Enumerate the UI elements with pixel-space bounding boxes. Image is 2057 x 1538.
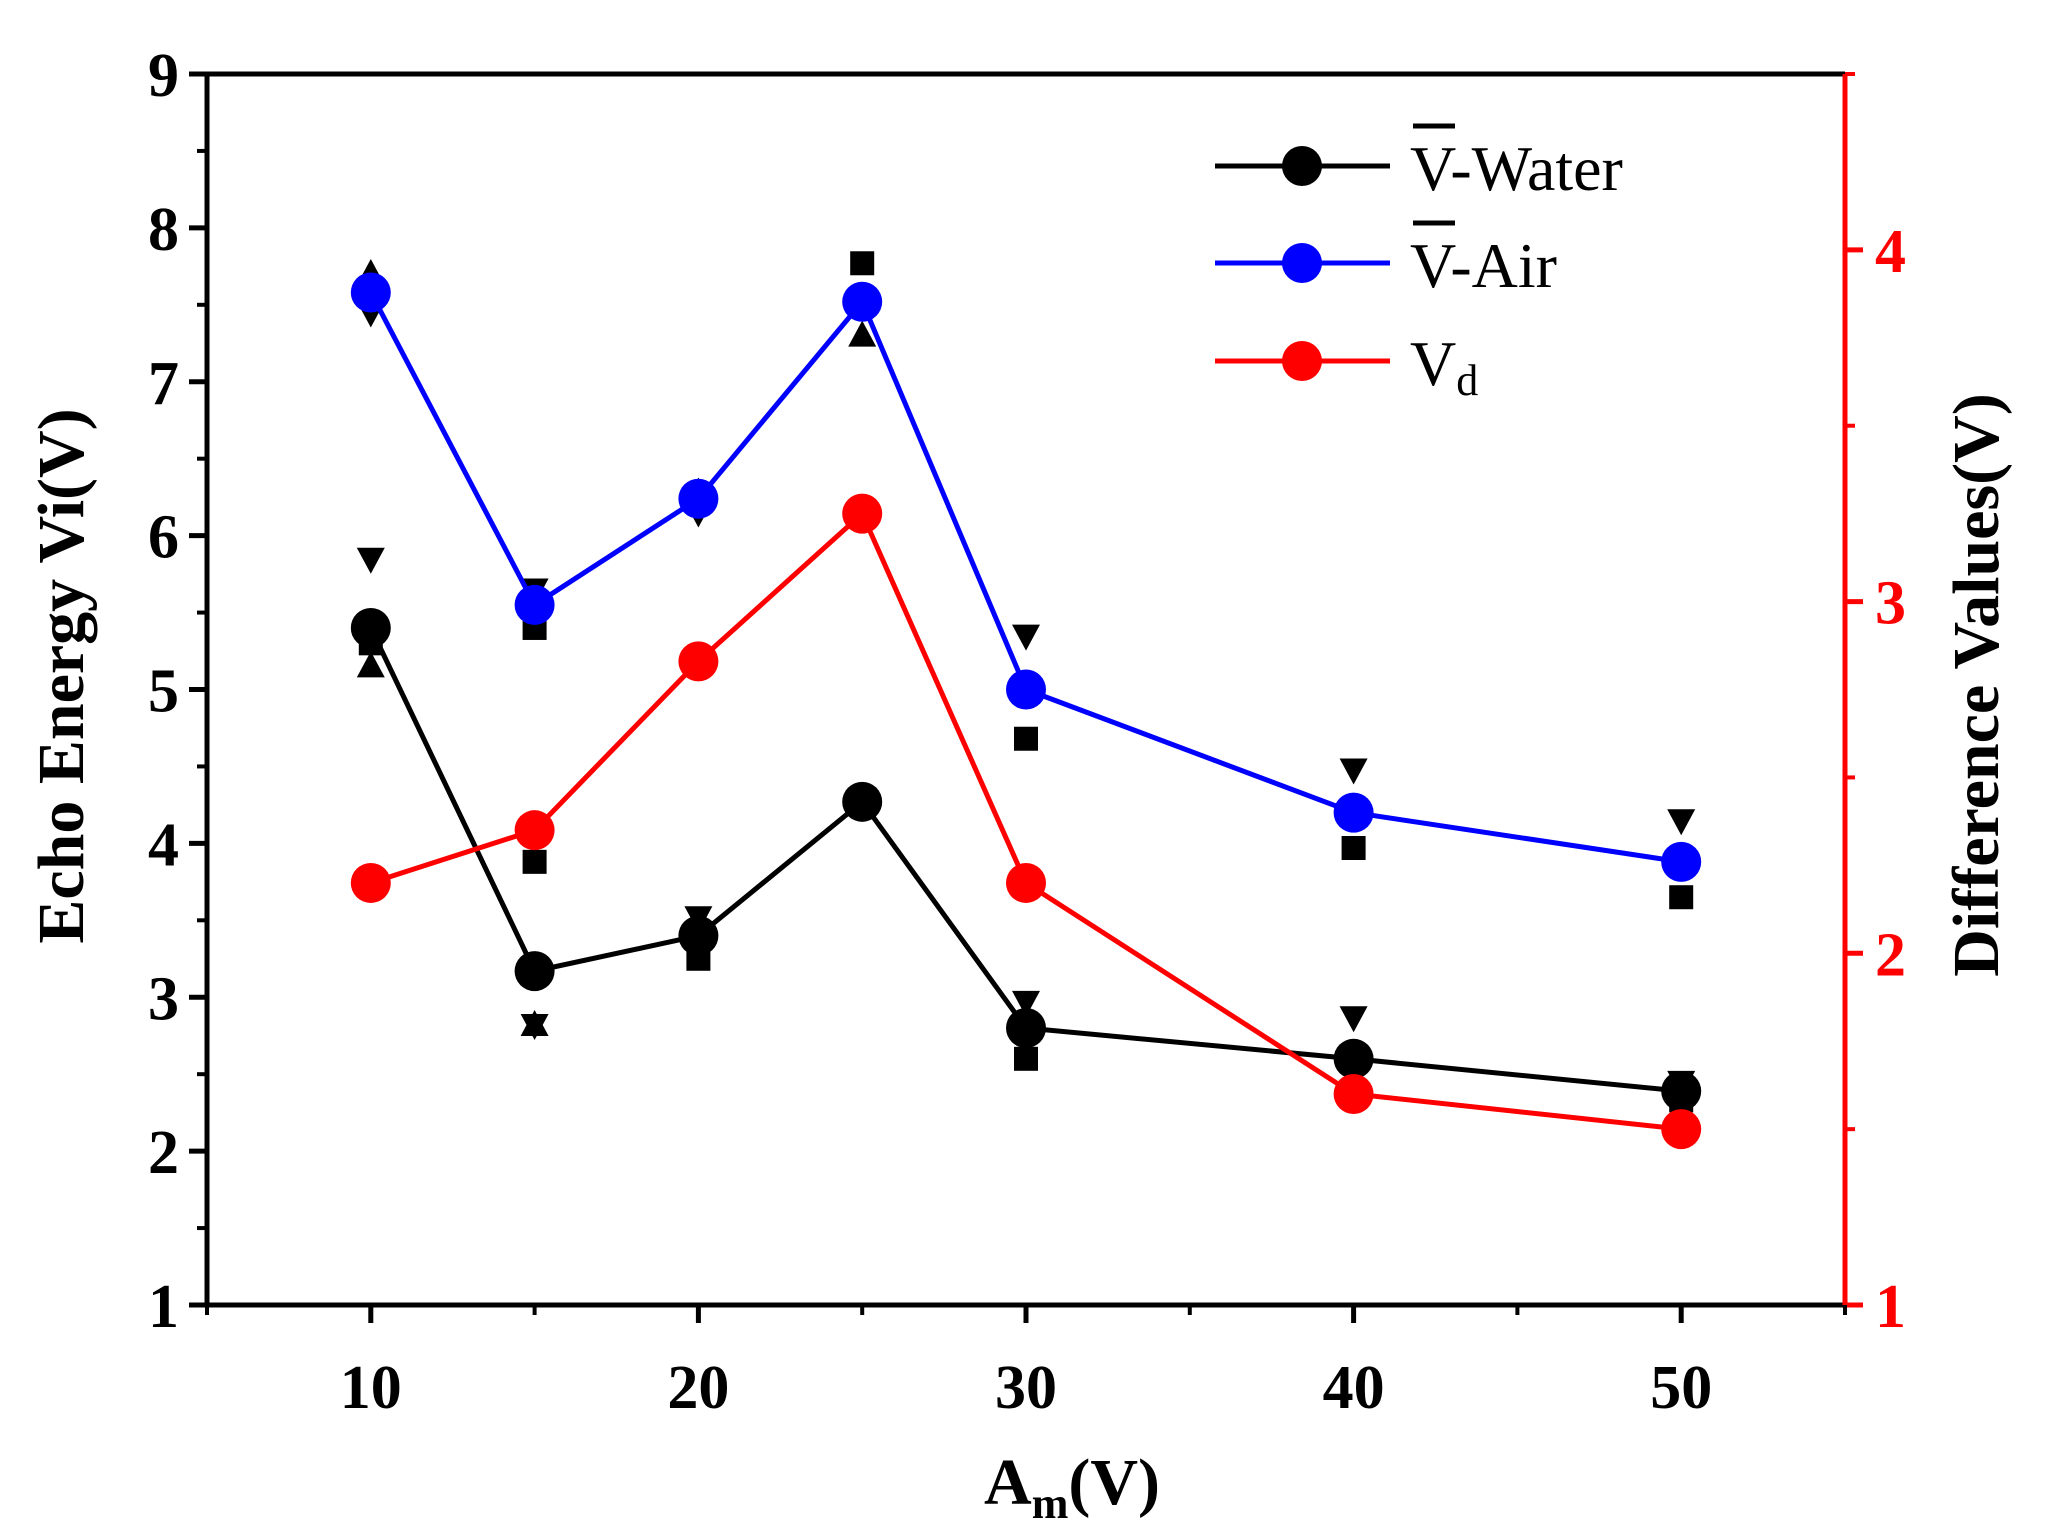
legend-label-diff: Vd: [1410, 328, 1478, 405]
left-axis-ticks: 1 2 3 4 5 6 7 8 9: [148, 42, 207, 1341]
y-right-tick-label: 2: [1875, 921, 1906, 989]
series-point-diff: [678, 641, 719, 682]
legend-label-water: V-Water: [1410, 133, 1623, 204]
x-tick-label: 10: [340, 1354, 402, 1422]
y-tick-label: 1: [148, 1273, 179, 1341]
legend-label-air: V-Air: [1410, 230, 1557, 301]
raw-triangle-up-marker: [848, 320, 877, 347]
raw-triangle-down-marker: [520, 1013, 549, 1040]
right-axis-ticks: 1 2 3 4: [1845, 72, 1906, 1341]
legend-item-air: V-Air: [1215, 220, 1557, 301]
raw-square-marker: [850, 251, 875, 276]
x-tick-label: 40: [1323, 1354, 1385, 1422]
y-tick-label: 7: [148, 350, 179, 418]
series-point-diff: [350, 862, 391, 903]
series-point-air: [1661, 841, 1702, 882]
x-tick-label: 20: [667, 1354, 729, 1422]
series-point-diff: [1333, 1073, 1374, 1114]
raw-triangle-down-marker: [1339, 758, 1368, 785]
raw-square-marker: [522, 849, 547, 874]
series-point-diff: [1006, 862, 1046, 903]
series-point-air: [514, 584, 555, 625]
legend-marker-water: [1282, 146, 1322, 186]
series-point-diff: [514, 810, 555, 851]
series-point-water: [842, 781, 883, 822]
x-axis-title-rest: (V): [1068, 1446, 1160, 1519]
y-right-tick-label: 3: [1875, 570, 1906, 638]
legend-item-water: V-Water: [1215, 123, 1623, 204]
y-axis-right-title: Difference Values(V): [1940, 393, 2013, 977]
legend: V-Water V-Air Vd: [1215, 123, 1623, 405]
legend-marker-diff: [1282, 341, 1322, 381]
y-tick-label: 8: [148, 196, 179, 264]
x-axis-title-sub: m: [1032, 1479, 1069, 1528]
y-axis-title: Echo Energy Vi(V): [25, 408, 98, 943]
raw-triangle-down-marker: [356, 547, 385, 574]
raw-square-marker: [1014, 726, 1038, 751]
series-point-water: [514, 951, 555, 992]
series-point-air: [678, 478, 719, 519]
series-point-water: [1006, 1008, 1046, 1049]
raw-triangle-down-marker: [1012, 990, 1040, 1017]
y-right-tick-label: 4: [1875, 218, 1906, 286]
bottom-axis-ticks: 10 20 30 40 50: [205, 1305, 1847, 1422]
series-point-diff: [842, 493, 883, 534]
y-tick-label: 9: [148, 42, 179, 110]
y-tick-label: 4: [148, 811, 179, 879]
raw-triangle-down-marker: [1339, 1006, 1368, 1033]
x-tick-label: 50: [1650, 1354, 1712, 1422]
y-tick-label: 2: [148, 1119, 179, 1187]
y-tick-label: 5: [148, 658, 179, 726]
series-point-water: [1333, 1038, 1374, 1079]
series-point-diff: [1661, 1109, 1702, 1150]
y-tick-label: 3: [148, 965, 179, 1033]
series-point-air: [350, 272, 391, 313]
raw-triangle-down-marker: [1012, 624, 1040, 651]
raw-square-marker: [1669, 885, 1694, 910]
raw-square-marker: [1014, 1046, 1038, 1071]
raw-square-marker: [1341, 835, 1366, 860]
x-axis-title: Am(V): [984, 1446, 1160, 1528]
y-tick-label: 6: [148, 504, 179, 572]
legend-marker-air: [1282, 243, 1322, 283]
raw-triangle-up-marker: [356, 651, 385, 678]
series-point-air: [1333, 792, 1374, 833]
series-point-water: [678, 915, 719, 956]
series-point-air: [1006, 669, 1046, 710]
series-point-air: [842, 281, 883, 322]
series-lines: [350, 272, 1702, 1150]
series-point-water: [1661, 1071, 1702, 1112]
legend-item-diff: Vd: [1215, 328, 1478, 405]
y-right-tick-label: 1: [1875, 1273, 1906, 1341]
raw-triangle-down-marker: [1667, 809, 1696, 836]
series-point-water: [350, 607, 391, 648]
x-axis-title-main: A: [984, 1446, 1032, 1519]
x-tick-label: 30: [995, 1354, 1057, 1422]
